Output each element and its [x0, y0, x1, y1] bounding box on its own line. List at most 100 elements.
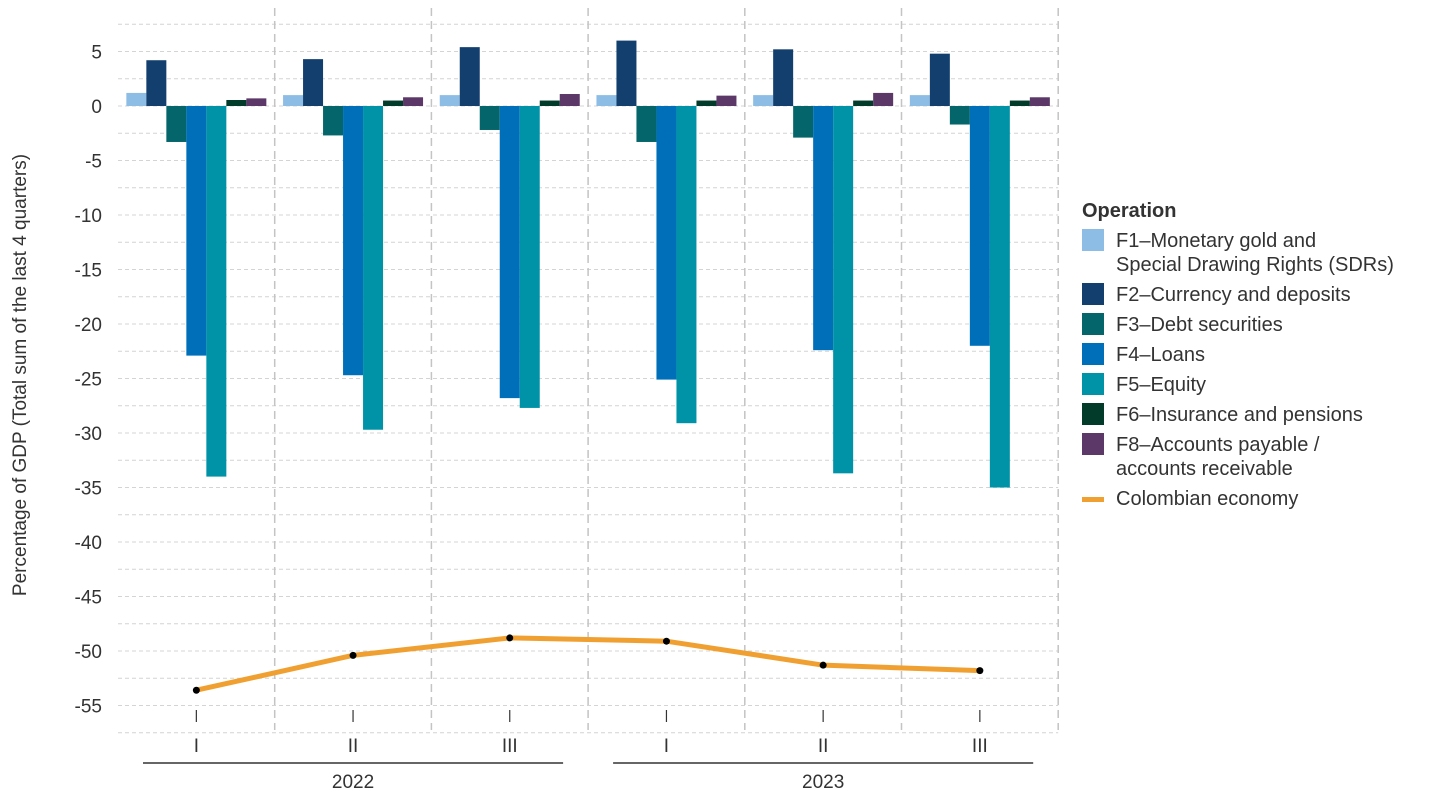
- bar-f3: [323, 106, 344, 136]
- y-tick-label: -55: [75, 697, 102, 718]
- y-tick-label: -15: [75, 261, 102, 282]
- bar-f1: [283, 95, 304, 106]
- bar-f6: [539, 100, 560, 106]
- bar-f4: [186, 106, 207, 356]
- x-tick-label: I: [664, 736, 669, 757]
- legend-line-swatch: [1082, 497, 1104, 502]
- line-point: [349, 651, 357, 659]
- year-label: 2023: [802, 772, 844, 793]
- y-tick-label: -20: [75, 315, 102, 336]
- bar-f2: [929, 53, 950, 106]
- bar-f1: [753, 95, 774, 106]
- y-tick-label: -5: [85, 152, 102, 173]
- bar-f4: [656, 106, 677, 380]
- y-tick-label: 0: [91, 97, 102, 118]
- legend-item: F8–Accounts payable / accounts receivable: [1082, 433, 1394, 481]
- bar-f2: [616, 40, 637, 106]
- legend-item: F5–Equity: [1082, 373, 1394, 397]
- legend-label: F6–Insurance and pensions: [1116, 403, 1363, 427]
- legend-swatch: [1082, 433, 1104, 455]
- legend-item: F2–Currency and deposits: [1082, 283, 1394, 307]
- legend-label-line: F1–Monetary gold and: [1116, 230, 1317, 252]
- legend-label: F2–Currency and deposits: [1116, 283, 1351, 307]
- legend-item-colombian-economy: Colombian economy: [1082, 487, 1394, 511]
- legend-label-line: accounts receivable: [1116, 458, 1293, 480]
- bar-f6: [1009, 100, 1030, 106]
- legend-swatch: [1082, 283, 1104, 305]
- x-tick-label: III: [972, 736, 988, 757]
- legend-swatch: [1082, 313, 1104, 335]
- line-point: [819, 661, 827, 669]
- legend-label-line: F6–Insurance and pensions: [1116, 404, 1363, 426]
- y-tick-label: 5: [91, 43, 102, 64]
- legend-item: F1–Monetary gold and Special Drawing Righ…: [1082, 229, 1394, 277]
- bar-f8: [1029, 97, 1050, 106]
- y-tick-label: -25: [75, 370, 102, 391]
- bar-f8: [559, 94, 580, 106]
- bar-f1: [596, 95, 617, 106]
- bar-f8: [716, 95, 737, 106]
- year-label: 2022: [332, 772, 374, 793]
- legend-item: F4–Loans: [1082, 343, 1394, 367]
- bar-f5: [833, 106, 854, 474]
- legend-swatch: [1082, 403, 1104, 425]
- bar-f5: [989, 106, 1010, 488]
- x-tick-label: II: [348, 736, 359, 757]
- bar-f3: [949, 106, 970, 125]
- legend-item: F3–Debt securities: [1082, 313, 1394, 337]
- bar-f5: [363, 106, 384, 430]
- line-point: [506, 634, 514, 642]
- y-tick-label: -45: [75, 588, 102, 609]
- legend-label-line: F5–Equity: [1116, 374, 1207, 396]
- y-axis-label: Percentage of GDP (Total sum of the last…: [10, 154, 31, 596]
- legend-label: F1–Monetary gold and Special Drawing Righ…: [1116, 229, 1394, 277]
- bar-f4: [499, 106, 520, 399]
- x-tick-label: I: [194, 736, 199, 757]
- bar-f8: [403, 97, 424, 106]
- legend-swatch: [1082, 343, 1104, 365]
- bar-f6: [226, 100, 247, 106]
- bar-f5: [519, 106, 540, 408]
- bar-f1: [126, 92, 147, 106]
- bar-f4: [813, 106, 834, 351]
- bar-f8: [246, 98, 267, 106]
- bar-f6: [696, 100, 717, 106]
- bar-f3: [793, 106, 814, 138]
- legend-label: F4–Loans: [1116, 343, 1205, 367]
- legend-title: Operation: [1082, 200, 1177, 222]
- legend-label-line: F3–Debt securities: [1116, 314, 1283, 336]
- bar-f5: [676, 106, 697, 424]
- bar-f5: [206, 106, 227, 477]
- line-point: [976, 667, 984, 675]
- x-tick-label: III: [502, 736, 518, 757]
- legend-swatch: [1082, 229, 1104, 251]
- bar-f1: [909, 95, 930, 106]
- bar-f6: [853, 100, 874, 106]
- bar-f2: [146, 60, 167, 106]
- legend-label-line: F2–Currency and deposits: [1116, 284, 1351, 306]
- bar-f3: [636, 106, 657, 142]
- legend-label-line: Special Drawing Rights (SDRs): [1116, 254, 1394, 276]
- line-point: [192, 686, 200, 694]
- bar-f8: [873, 92, 894, 106]
- bar-f6: [383, 100, 404, 106]
- bar-f1: [439, 95, 460, 106]
- y-tick-label: -35: [75, 479, 102, 500]
- line-colombian-economy: [195, 635, 980, 693]
- x-tick-label: II: [818, 736, 829, 757]
- bar-f4: [969, 106, 990, 346]
- legend-label: Colombian economy: [1116, 488, 1299, 510]
- bar-f3: [479, 106, 500, 130]
- y-tick-label: -30: [75, 424, 102, 445]
- legend-label: F5–Equity: [1116, 373, 1206, 397]
- legend-label-line: F4–Loans: [1116, 344, 1205, 366]
- line-point: [662, 637, 670, 645]
- y-tick-label: -50: [75, 642, 102, 663]
- legend-label-line: F8–Accounts payable /: [1116, 434, 1320, 456]
- bar-f3: [166, 106, 187, 142]
- y-tick-label: -10: [75, 206, 102, 227]
- legend-swatch: [1082, 373, 1104, 395]
- y-tick-label: -40: [75, 533, 102, 554]
- bar-f2: [459, 47, 480, 106]
